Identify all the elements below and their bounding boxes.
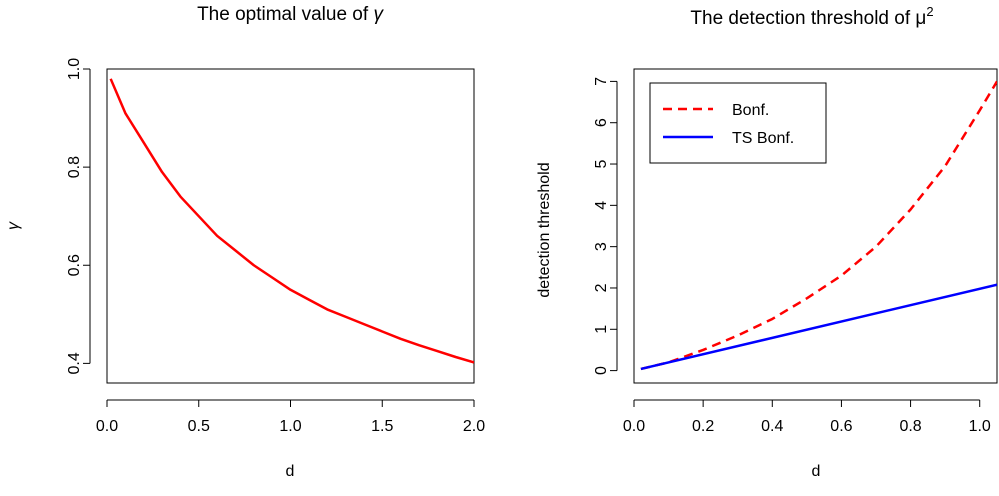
right-y-tick-label: 4: [593, 201, 610, 210]
left-series-line-0: [109, 78, 474, 364]
left-x-tick-label: 2.0: [463, 418, 485, 435]
left-y-axis: 0.4 0.6 0.8 1.0: [66, 58, 91, 375]
right-y-tick-label: 3: [593, 242, 610, 251]
legend: Bonf. TS Bonf.: [649, 82, 827, 164]
left-x-tick-label: 1.5: [371, 418, 393, 435]
left-x-axis: 0.0 0.5 1.0 1.5 2.0: [96, 399, 485, 435]
left-y-tick-label: 1.0: [66, 58, 83, 80]
left-series-group: [109, 78, 474, 364]
left-y-tick-label: 0.8: [66, 156, 83, 178]
left-x-tick-label: 0.5: [188, 418, 210, 435]
right-series-line-1: [640, 283, 997, 371]
left-x-axis-label: d: [286, 463, 295, 480]
left-y-tick-label: 0.6: [66, 254, 83, 276]
left-x-tick-label: 1.0: [279, 418, 301, 435]
chart-right: The detection threshold of μ2 0.0 0.2 0.4 0…: [536, 4, 998, 480]
right-y-tick-label: 2: [593, 283, 610, 292]
legend-box: [649, 82, 827, 164]
right-x-tick-label: 0.8: [899, 418, 921, 435]
left-chart-title: The optimal value of γ: [197, 4, 384, 25]
right-series-line-0: [640, 80, 997, 371]
right-y-axis: 0 1 2 3 4 5 6 7: [593, 77, 618, 375]
left-plot-frame: [106, 68, 475, 384]
legend-label-bonf: Bonf.: [732, 102, 769, 119]
left-y-tick-label: 0.4: [66, 352, 83, 374]
right-x-tick-label: 0.6: [830, 418, 852, 435]
right-x-tick-label: 0.4: [761, 418, 783, 435]
right-x-tick-label: 1.0: [969, 418, 991, 435]
right-chart-title: The detection threshold of μ2: [690, 4, 933, 29]
right-series-group: [640, 80, 997, 371]
left-y-axis-label: γ: [5, 221, 22, 230]
right-x-tick-label: 0.2: [692, 418, 714, 435]
right-y-tick-label: 1: [593, 325, 610, 334]
right-plot-frame: [633, 68, 998, 384]
right-y-tick-label: 6: [593, 118, 610, 127]
chart-left: The optimal value of γ 0.0 0.5 1.0 1.5 2.0 0…: [5, 4, 485, 480]
right-y-axis-label: detection threshold: [536, 162, 553, 297]
left-x-tick-label: 0.0: [96, 418, 118, 435]
right-y-tick-label: 7: [593, 77, 610, 86]
right-x-tick-label: 0.0: [623, 418, 645, 435]
right-y-tick-label: 5: [593, 159, 610, 168]
right-x-axis: 0.0 0.2 0.4 0.6 0.8 1.0: [623, 399, 991, 435]
right-y-tick-label: 0: [593, 366, 610, 375]
right-x-axis-label: d: [812, 463, 821, 480]
legend-label-ts-bonf: TS Bonf.: [732, 130, 794, 147]
